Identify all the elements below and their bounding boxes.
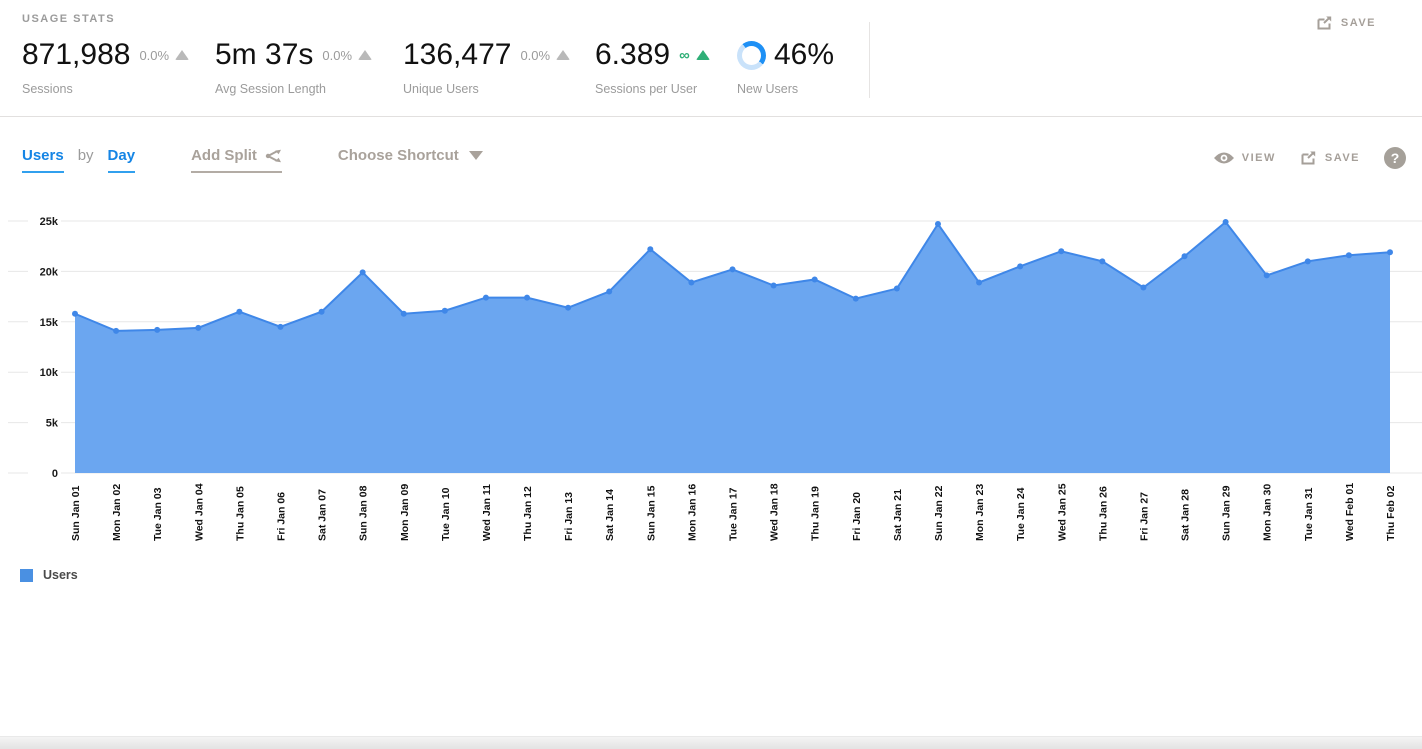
chart-legend: Users: [20, 568, 78, 582]
add-split-label: Add Split: [191, 147, 257, 164]
stat-sessions-per-user-delta: ∞: [679, 46, 690, 64]
svg-text:Sat Jan 14: Sat Jan 14: [604, 489, 616, 541]
metric-selector[interactable]: Users: [22, 147, 64, 173]
svg-text:Thu Jan 26: Thu Jan 26: [1097, 486, 1109, 541]
svg-text:Mon Jan 23: Mon Jan 23: [974, 484, 986, 541]
svg-text:Sat Jan 07: Sat Jan 07: [317, 489, 329, 541]
svg-text:Tue Jan 03: Tue Jan 03: [152, 487, 164, 541]
svg-text:15k: 15k: [40, 317, 59, 329]
svg-text:Tue Jan 31: Tue Jan 31: [1303, 487, 1315, 541]
svg-text:Sat Jan 21: Sat Jan 21: [892, 489, 904, 541]
stat-sessions-per-user-value: 6.389: [595, 38, 671, 71]
save-view-button[interactable]: SAVE: [1300, 150, 1360, 166]
dimension-selector[interactable]: Day: [107, 147, 136, 173]
export-icon: [1317, 16, 1332, 30]
users-series-swatch: [20, 568, 33, 582]
stat-avg-session-length-delta: 0.0%: [322, 47, 353, 63]
svg-text:10k: 10k: [40, 367, 59, 379]
svg-text:20k: 20k: [40, 266, 59, 278]
save-view-label: SAVE: [1324, 152, 1360, 164]
stat-unique-users-label: Unique Users: [403, 82, 479, 96]
svg-text:Wed Jan 25: Wed Jan 25: [1056, 483, 1068, 541]
stat-sessions-label: Sessions: [22, 82, 73, 96]
svg-text:Tue Jan 17: Tue Jan 17: [728, 487, 740, 541]
trend-up-icon: [358, 50, 373, 60]
stat-unique-users: 136,477 0.0% Unique Users: [403, 38, 571, 96]
svg-text:Thu Jan 19: Thu Jan 19: [810, 486, 822, 541]
svg-text:Thu Feb 02: Thu Feb 02: [1385, 485, 1397, 541]
svg-text:Tue Jan 24: Tue Jan 24: [1015, 487, 1027, 541]
view-label: VIEW: [1241, 152, 1276, 164]
eye-icon: [1213, 152, 1234, 164]
bottom-scroll-strip[interactable]: [0, 736, 1422, 749]
add-split-button[interactable]: Add Split: [191, 147, 282, 173]
svg-text:Wed Jan 04: Wed Jan 04: [193, 483, 205, 541]
svg-text:Fri Jan 27: Fri Jan 27: [1138, 492, 1150, 541]
stat-sessions-per-user: 6.389 ∞ Sessions per User: [595, 38, 710, 96]
svg-text:Fri Jan 13: Fri Jan 13: [563, 492, 575, 541]
svg-text:Sun Jan 08: Sun Jan 08: [358, 485, 370, 541]
header-save-button[interactable]: SAVE: [1316, 15, 1376, 31]
trend-up-icon: [175, 50, 190, 60]
stat-new-users-label: New Users: [737, 82, 799, 96]
stat-unique-users-delta: 0.0%: [520, 47, 551, 63]
choose-shortcut-label: Choose Shortcut: [337, 147, 459, 164]
stat-unique-users-value: 136,477: [403, 38, 512, 71]
stat-sessions-value: 871,988: [22, 38, 131, 71]
svg-text:Thu Jan 12: Thu Jan 12: [522, 486, 534, 541]
users-series-label: Users: [43, 568, 78, 582]
stat-avg-session-length-value: 5m 37s: [215, 38, 314, 71]
export-icon: [1301, 151, 1316, 165]
stat-new-users: 46% New Users: [737, 38, 834, 96]
stat-sessions: 871,988 0.0% Sessions: [22, 38, 190, 96]
svg-text:Fri Jan 20: Fri Jan 20: [851, 492, 863, 541]
svg-text:Mon Jan 09: Mon Jan 09: [399, 484, 411, 541]
by-label: by: [77, 147, 94, 164]
svg-text:Sun Jan 01: Sun Jan 01: [70, 485, 82, 541]
trend-up-icon: [556, 50, 571, 60]
usage-stats-title: USAGE STATS: [22, 13, 116, 25]
svg-text:Mon Jan 02: Mon Jan 02: [111, 484, 123, 541]
svg-text:5k: 5k: [46, 418, 59, 430]
svg-text:Sun Jan 22: Sun Jan 22: [933, 485, 945, 541]
stat-new-users-value: 46%: [774, 38, 835, 71]
help-icon: ?: [1390, 150, 1400, 166]
header-save-label: SAVE: [1340, 17, 1376, 29]
stat-avg-session-length-label: Avg Session Length: [215, 82, 326, 96]
svg-text:Mon Jan 16: Mon Jan 16: [686, 484, 698, 541]
chart-toolbar: Users by Day Add Split Choose Shortcut V…: [0, 117, 1422, 195]
svg-text:Sun Jan 29: Sun Jan 29: [1221, 485, 1233, 541]
svg-text:Fri Jan 06: Fri Jan 06: [275, 492, 287, 541]
help-button[interactable]: ?: [1384, 147, 1406, 169]
choose-shortcut-dropdown[interactable]: Choose Shortcut: [338, 147, 483, 164]
svg-text:Sun Jan 15: Sun Jan 15: [645, 485, 657, 541]
view-button[interactable]: VIEW: [1213, 151, 1276, 165]
svg-text:Tue Jan 10: Tue Jan 10: [440, 487, 452, 541]
stats-divider: [869, 22, 870, 98]
svg-text:25k: 25k: [40, 216, 59, 228]
stat-avg-session-length: 5m 37s 0.0% Avg Session Length: [215, 38, 373, 96]
svg-text:Wed Jan 18: Wed Jan 18: [769, 483, 781, 541]
svg-text:Wed Feb 01: Wed Feb 01: [1344, 483, 1356, 541]
svg-text:Wed Jan 11: Wed Jan 11: [481, 484, 493, 541]
new-users-donut-icon: [737, 40, 766, 70]
svg-text:0: 0: [52, 468, 58, 480]
svg-text:Thu Jan 05: Thu Jan 05: [234, 486, 246, 541]
svg-text:Mon Jan 30: Mon Jan 30: [1262, 484, 1274, 541]
svg-text:Sat Jan 28: Sat Jan 28: [1180, 489, 1192, 541]
usage-stats-band: USAGE STATS 871,988 0.0% Sessions 5m 37s…: [0, 0, 1422, 117]
chevron-down-icon: [468, 151, 483, 160]
trend-up-green-icon: [695, 50, 710, 60]
stat-sessions-per-user-label: Sessions per User: [595, 82, 698, 96]
users-by-day-chart[interactable]: 25k 20k 15k 10k 5k 0 Sun Jan 01 Mon Jan 02 Tue J…: [0, 205, 1422, 550]
area-chart-svg[interactable]: 25k 20k 15k 10k 5k 0 Sun Jan 01 Mon Jan 02 Tue J…: [0, 205, 1422, 550]
split-icon: [265, 149, 281, 162]
stat-sessions-delta: 0.0%: [139, 47, 170, 63]
